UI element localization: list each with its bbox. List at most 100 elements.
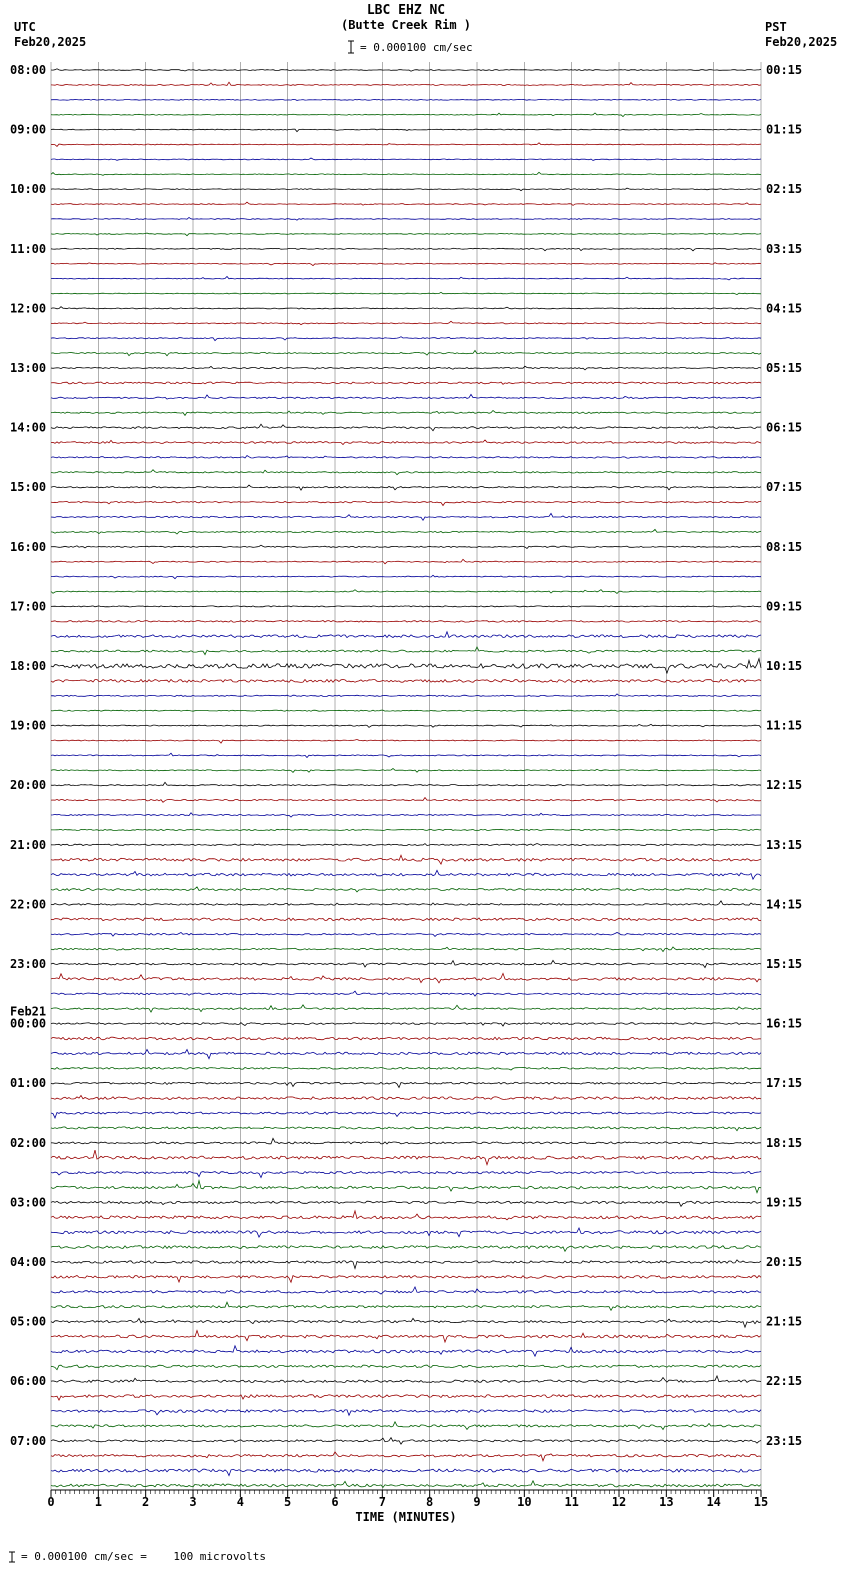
utc-hour-label: 06:00 <box>10 1374 46 1388</box>
trace-row <box>50 187 762 192</box>
trace-row <box>50 886 762 893</box>
x-tick-label: 0 <box>47 1495 54 1509</box>
utc-hour-label: 11:00 <box>10 242 46 256</box>
trace-row <box>50 900 762 906</box>
utc-hour-label: 23:00 <box>10 957 46 971</box>
trace-row <box>50 558 761 565</box>
trace-row <box>50 1036 762 1041</box>
trace-row <box>50 767 762 773</box>
trace-row <box>50 381 762 385</box>
trace-row <box>50 589 762 595</box>
amplitude-scale-legend: = 0.000100 cm/sec <box>347 40 473 54</box>
trace-row <box>50 1081 762 1089</box>
trace-row <box>50 812 762 818</box>
utc-hour-label: 13:00 <box>10 361 46 375</box>
pst-hour-label: 16:15 <box>766 1017 802 1031</box>
trace-row <box>50 1179 762 1194</box>
utc-hour-label: 05:00 <box>10 1315 46 1329</box>
x-tick-label: 10 <box>517 1495 531 1509</box>
utc-hour-label: 14:00 <box>10 421 46 435</box>
pst-hour-label: 22:15 <box>766 1374 802 1388</box>
utc-hour-label: 17:00 <box>10 599 46 613</box>
trace-row <box>50 630 762 639</box>
trace-row <box>50 1048 762 1060</box>
trace-row <box>50 157 762 161</box>
x-tick-label: 15 <box>754 1495 768 1509</box>
left-timezone-label: UTC <box>14 20 36 34</box>
trace-row <box>50 439 762 446</box>
trace-row <box>50 544 762 550</box>
trace-row <box>50 469 762 476</box>
utc-hour-label: 20:00 <box>10 778 46 792</box>
pst-hour-label: 13:15 <box>766 838 802 852</box>
station-title: LBC EHZ NC <box>366 3 446 18</box>
footer-scale-bar-icon <box>9 1551 15 1562</box>
utc-hour-label: 15:00 <box>10 480 46 494</box>
pst-hour-label: 17:15 <box>766 1076 802 1090</box>
station-location: (Butte Creek Rim ) <box>340 18 472 32</box>
trace-row <box>50 336 762 342</box>
pst-hour-label: 03:15 <box>766 242 802 256</box>
utc-hour-label: 18:00 <box>10 659 46 673</box>
utc-hour-label: 04:00 <box>10 1255 46 1269</box>
trace-row <box>50 247 762 252</box>
trace-row <box>50 171 762 176</box>
trace-row <box>50 454 762 459</box>
trace-row <box>50 409 762 417</box>
trace-row <box>50 1149 762 1167</box>
trace-row <box>50 1226 762 1239</box>
pst-hour-label: 08:15 <box>766 540 802 554</box>
trace-row <box>50 1436 762 1445</box>
trace-row <box>50 528 762 535</box>
trace-row <box>50 275 762 281</box>
utc-hour-label: 07:00 <box>10 1434 46 1448</box>
trace-row <box>50 869 762 881</box>
trace-row <box>50 112 762 118</box>
trace-row <box>50 512 762 522</box>
pst-hour-label: 11:15 <box>766 719 802 733</box>
trace-row <box>50 723 762 728</box>
utc-hour-label: 19:00 <box>10 719 46 733</box>
x-tick-label: 9 <box>473 1495 480 1509</box>
trace-row <box>50 393 762 400</box>
trace-row <box>50 1409 762 1417</box>
trace-row <box>50 1468 762 1477</box>
trace-row <box>50 854 762 865</box>
x-tick-label: 12 <box>612 1495 626 1509</box>
trace-row <box>50 843 762 846</box>
trace-row <box>50 739 762 744</box>
right-timezone-label: PST <box>765 20 787 34</box>
trace-row <box>50 657 762 675</box>
utc-hour-label: 12:00 <box>10 301 46 315</box>
pst-hour-label: 09:15 <box>766 599 802 613</box>
trace-row <box>50 1004 762 1013</box>
trace-row <box>50 1329 762 1344</box>
trace-row <box>50 349 762 357</box>
trace-row <box>50 990 762 997</box>
trace-row <box>51 828 761 831</box>
trace-row <box>50 1479 762 1489</box>
trace-row <box>50 1137 762 1145</box>
trace-row <box>50 1126 762 1132</box>
pst-hour-label: 21:15 <box>766 1315 802 1329</box>
trace-row <box>50 1200 762 1208</box>
trace-row <box>50 128 762 133</box>
trace-row <box>50 959 762 969</box>
utc-hour-label: 03:00 <box>10 1195 46 1209</box>
scale-label: = 0.000100 cm/sec <box>360 40 473 54</box>
trace-row <box>50 1259 762 1270</box>
x-tick-label: 6 <box>331 1495 338 1509</box>
trace-row <box>50 232 762 237</box>
trace-row <box>50 1420 762 1431</box>
left-date-label: Feb20,2025 <box>14 35 87 49</box>
pst-hour-label: 05:15 <box>766 361 802 375</box>
utc-hour-label: 00:00 <box>10 1017 46 1031</box>
scale-bar-icon <box>348 40 354 54</box>
footer-scale-note: = 0.000100 cm/sec = 100 microvolts <box>21 1550 267 1563</box>
utc-hour-label: 22:00 <box>10 897 46 911</box>
trace-row <box>50 752 762 759</box>
utc-hour-label: 01:00 <box>10 1076 46 1090</box>
trace-row <box>50 1451 762 1462</box>
